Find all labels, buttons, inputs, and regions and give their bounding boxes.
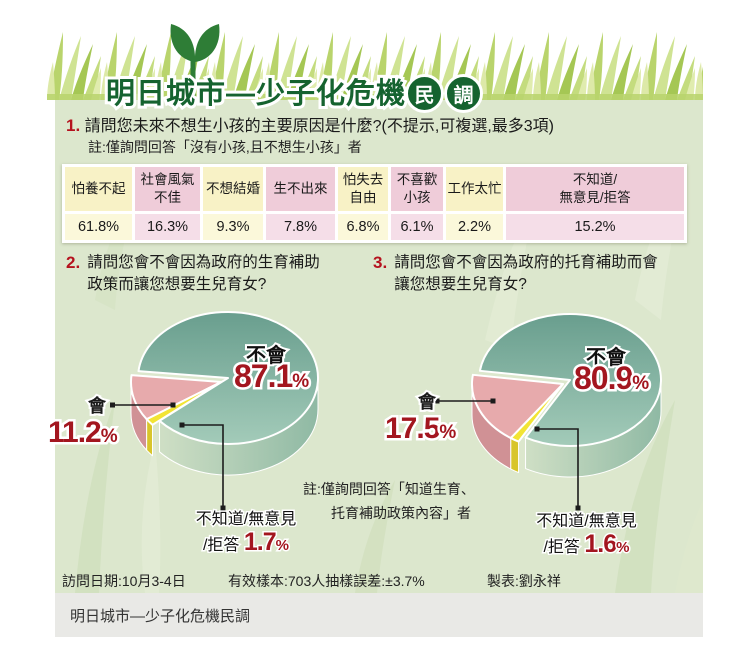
question-2: 2. 請問您會不會因為政府的生育補助 政策而讓您想要生兒育女? xyxy=(66,252,320,296)
pie-q2-yes-value: 11.2% xyxy=(46,414,121,452)
pie-q2-no-label: 不會 xyxy=(244,343,288,369)
footer-sample-size: 有效樣本:703人抽樣誤差:±3.7% xyxy=(228,573,425,589)
q1-value-cell: 2.2% xyxy=(446,214,503,240)
question-1-note: 註:僅詢問回答「沒有小孩,且不想生小孩」者 xyxy=(88,139,362,155)
question-3: 3. 請問您會不會因為政府的托育補助而會 讓您想要生兒育女? xyxy=(373,252,658,296)
q1-value-cell: 6.8% xyxy=(338,214,388,240)
q1-value-cell: 6.1% xyxy=(391,214,443,240)
pies-note: 註:僅詢問回答「知道生育、 托育補助政策內容」者 xyxy=(303,481,475,521)
pie-q3-yes-value: 17.5% xyxy=(382,410,458,448)
footer-credit: 製表:劉永祥 xyxy=(487,573,561,589)
pie-q3-no-value: 80.9% xyxy=(571,358,651,399)
q1-value-cell: 15.2% xyxy=(506,214,684,240)
q1-header-cell: 生不出來 xyxy=(266,167,335,211)
question-3-text: 請問您會不會因為政府的托育補助而會 讓您想要生兒育女? xyxy=(394,254,658,293)
q1-header-cell: 社會風氣 不佳 xyxy=(135,167,200,211)
caption-text: 明日城市—少子化危機民調 xyxy=(70,608,251,625)
q1-header-cell: 不想結婚 xyxy=(203,167,263,211)
q1-header-cell: 不知道/ 無意見/拒答 xyxy=(506,167,684,211)
pie-q3-dk-label: 不知道/無意見 /拒答 1.6% xyxy=(535,512,638,559)
pie-slice-yes xyxy=(471,373,564,440)
question-1: 1. 請問您未來不想生小孩的主要原因是什麼?(不提示,可複選,最多3項) xyxy=(66,112,554,136)
pie-slice-no xyxy=(478,313,662,447)
pie-q3-no-label: 不會 xyxy=(584,345,628,371)
question-1-text: 請問您未來不想生小孩的主要原因是什麼?(不提示,可複選,最多3項) xyxy=(84,118,554,135)
q1-header-cell: 工作太忙 xyxy=(446,167,503,211)
grass-band-decoration xyxy=(47,28,703,100)
question-1-number: 1. xyxy=(66,116,81,135)
question-3-number: 3. xyxy=(373,253,388,272)
question-2-number: 2. xyxy=(66,253,81,272)
poster-title: 明日城市—少子化危機 xyxy=(103,75,408,113)
question-2-text: 請問您會不會因為政府的生育補助 政策而讓您想要生兒育女? xyxy=(87,254,320,293)
pie-q3-yes-label: 會 xyxy=(416,390,438,414)
pie-slice-dk xyxy=(509,383,564,443)
q1-value-cell: 9.3% xyxy=(203,214,263,240)
q1-header-cell: 怕失去 自由 xyxy=(338,167,388,211)
caption-bar xyxy=(55,593,703,637)
pie-q2-no-value: 87.1% xyxy=(231,356,311,397)
q1-value-cell: 16.3% xyxy=(135,214,200,240)
pie-chart-q2 xyxy=(130,311,319,476)
q1-header-cell: 怕養不起 xyxy=(65,167,132,211)
footer-survey-date: 訪問日期:10月3-4日 xyxy=(62,573,186,589)
pie-q2-yes-label: 會 xyxy=(86,394,108,418)
poll-badge-1: 民 xyxy=(405,74,444,113)
q1-results-table: 怕養不起 社會風氣 不佳 不想結婚 生不出來 怕失去 自由 不喜歡 小孩 工作太忙 不知道/ … xyxy=(62,164,687,243)
pie-slice-dk-side xyxy=(510,437,520,474)
pie-slice-yes xyxy=(130,374,222,421)
q1-value-cell: 7.8% xyxy=(266,214,335,240)
q1-value-cell: 61.8% xyxy=(65,214,132,240)
pie-slice-dk xyxy=(145,381,222,426)
pie-q2-dk-label: 不知道/無意見 /拒答 1.7% xyxy=(194,510,297,557)
sprout-icon xyxy=(170,24,220,100)
poll-badge-2: 調 xyxy=(444,74,483,113)
q1-header-cell: 不喜歡 小孩 xyxy=(391,167,443,211)
pie-chart-q3 xyxy=(471,313,662,478)
